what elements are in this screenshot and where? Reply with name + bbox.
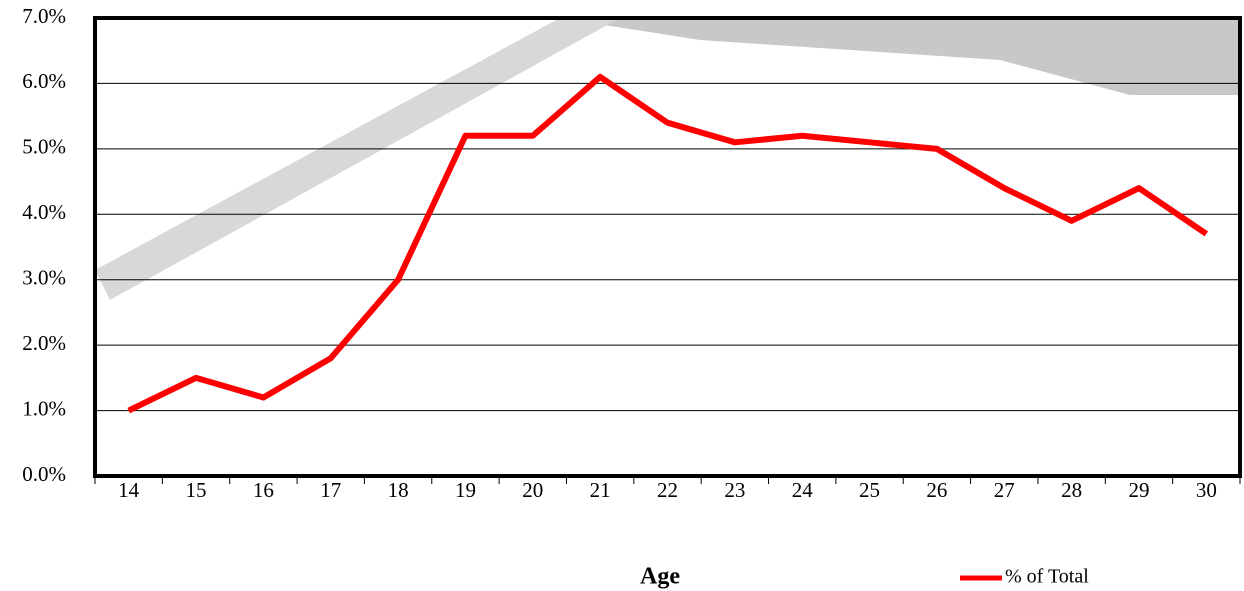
x-tick-label: 19 [455, 478, 476, 502]
y-tick-label: 5.0% [22, 135, 66, 159]
x-tick-label: 15 [186, 478, 207, 502]
background-illustration [95, 18, 620, 300]
y-tick-label: 1.0% [22, 396, 66, 420]
x-tick-label: 30 [1196, 478, 1217, 502]
x-tick-label: 16 [253, 478, 274, 502]
legend-label: % of Total [1005, 566, 1089, 588]
x-tick-label: 23 [724, 478, 745, 502]
x-tick-label: 22 [657, 478, 678, 502]
y-tick-label: 6.0% [22, 69, 66, 93]
y-tick-label: 7.0% [22, 4, 66, 28]
background-illustration [560, 18, 1240, 95]
x-tick-label: 24 [792, 478, 814, 502]
x-tick-label: 26 [926, 478, 947, 502]
x-tick-label: 21 [590, 478, 611, 502]
x-tick-label: 27 [994, 478, 1015, 502]
x-tick-label: 29 [1128, 478, 1149, 502]
x-axis-title: Age [640, 564, 680, 590]
plot-background [95, 18, 1240, 476]
y-tick-label: 0.0% [22, 462, 66, 486]
y-tick-label: 3.0% [22, 266, 66, 290]
x-tick-label: 20 [522, 478, 543, 502]
x-tick-label: 28 [1061, 478, 1082, 502]
y-tick-label: 4.0% [22, 200, 66, 224]
x-tick-label: 14 [118, 478, 140, 502]
x-tick-label: 17 [320, 478, 341, 502]
y-tick-label: 2.0% [22, 331, 66, 355]
x-tick-label: 18 [388, 478, 409, 502]
data-line [127, 73, 1209, 414]
plot-frame [93, 16, 1242, 478]
x-tick-label: 25 [859, 478, 880, 502]
